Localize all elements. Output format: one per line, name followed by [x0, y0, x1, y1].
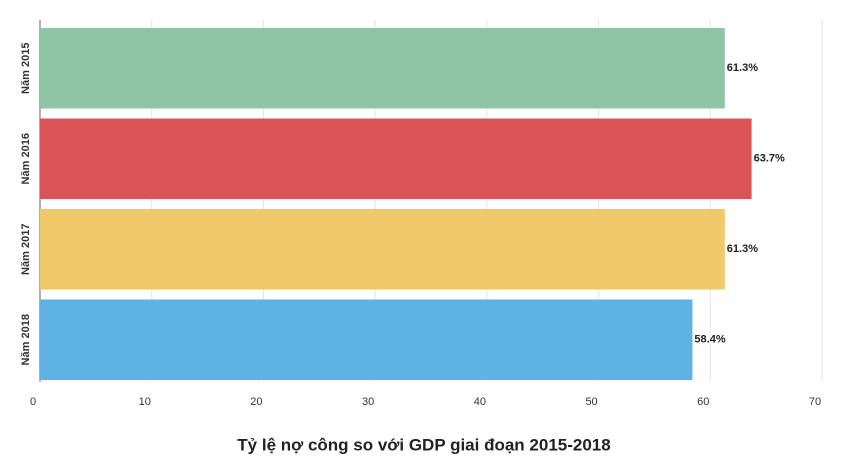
x-tick-label: 30 [362, 396, 374, 408]
bar [40, 209, 725, 290]
y-tick-label: Năm 2017 [20, 224, 32, 275]
y-tick-label: Năm 2018 [20, 314, 32, 365]
x-tick-label: 0 [30, 396, 36, 408]
value-label: 58.4% [694, 334, 725, 346]
x-tick-label: 70 [809, 396, 821, 408]
x-tick-label: 50 [585, 396, 597, 408]
x-tick-label: 60 [697, 396, 709, 408]
value-label: 61.3% [727, 243, 758, 255]
chart-title: Tỷ lệ nợ công so với GDP giai đoạn 2015-… [237, 435, 610, 454]
value-label: 61.3% [727, 62, 758, 74]
x-tick-label: 10 [139, 396, 151, 408]
bar [40, 118, 752, 199]
bar [40, 299, 693, 380]
value-label: 63.7% [754, 153, 785, 165]
bar [40, 28, 725, 109]
y-tick-label: Năm 2016 [20, 133, 32, 184]
x-tick-label: 20 [250, 396, 262, 408]
y-tick-label: Năm 2015 [20, 43, 32, 94]
x-tick-label: 40 [474, 396, 486, 408]
